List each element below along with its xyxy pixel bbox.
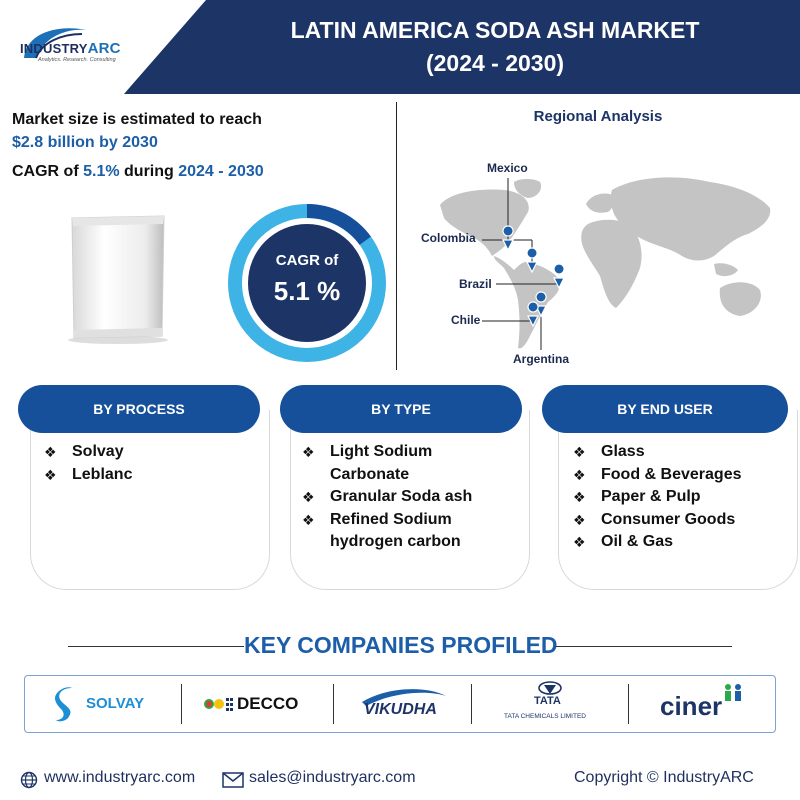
tata-chemicals-wordmark: TATA CHEMICALS LIMITED bbox=[504, 713, 586, 720]
pill-by-type: BY TYPE bbox=[280, 385, 522, 433]
country-label-brazil: Brazil bbox=[459, 277, 492, 291]
market-size-value: $2.8 billion by 2030 bbox=[12, 134, 158, 151]
country-label-colombia: Colombia bbox=[421, 231, 476, 245]
map-pin-icon bbox=[527, 301, 539, 328]
south-america-shape bbox=[494, 256, 561, 349]
list-item: Paper & Pulp bbox=[571, 486, 781, 509]
page-title: LATIN AMERICA SODA ASH MARKET (2024 - 20… bbox=[190, 14, 800, 80]
north-america-shape bbox=[440, 189, 529, 256]
vikudha-swoosh-icon bbox=[362, 689, 446, 706]
southeast-asia-shape bbox=[714, 263, 738, 277]
tata-emblem-icon bbox=[538, 681, 562, 695]
donut-highlight-arc bbox=[228, 204, 386, 362]
list-item: Light Sodium Carbonate bbox=[300, 441, 490, 486]
regional-analysis-title: Regional Analysis bbox=[533, 108, 663, 125]
logo-separator bbox=[181, 684, 182, 724]
industryarc-logo: INDUSTRYARC Analytics. Research. Consult… bbox=[16, 22, 136, 72]
key-companies-title: KEY COMPANIES PROFILED bbox=[244, 632, 558, 658]
tata-chemicals-logo: TATA TATA CHEMICALS LIMITED bbox=[500, 681, 600, 725]
solvay-s-icon bbox=[55, 687, 72, 722]
tata-wordmark: TATA bbox=[534, 695, 561, 707]
greenland-shape bbox=[514, 179, 542, 198]
australia-shape bbox=[719, 282, 761, 316]
ciner-people-icon bbox=[725, 684, 741, 701]
list-item: Glass bbox=[571, 441, 781, 464]
soda-ash-bag-image bbox=[68, 215, 168, 344]
map-pin-icon bbox=[502, 225, 514, 252]
list-item: Food & Beverages bbox=[571, 464, 781, 487]
country-label-mexico: Mexico bbox=[487, 161, 528, 175]
ciner-logo: ciner bbox=[658, 683, 750, 727]
map-pin-icon bbox=[553, 263, 565, 290]
list-by-type: Light Sodium Carbonate Granular Soda ash… bbox=[300, 441, 490, 554]
pill-by-process: BY PROCESS bbox=[18, 385, 260, 433]
map-pin-icon bbox=[526, 247, 538, 274]
asia-shape bbox=[610, 177, 771, 261]
vikudha-logo: VIKUDHA bbox=[358, 684, 450, 724]
list-item: Refined Sodium hydrogen carbon bbox=[300, 509, 490, 554]
page-title-line1: LATIN AMERICA SODA ASH MARKET bbox=[290, 17, 700, 43]
donut-center bbox=[248, 224, 366, 342]
cagr-text: CAGR of 5.1% during 2024 - 2030 bbox=[12, 163, 264, 180]
list-item: Oil & Gas bbox=[571, 531, 781, 554]
donut-label: CAGR of bbox=[275, 252, 339, 269]
card-by-type bbox=[290, 410, 530, 590]
pill-by-end-user: BY END USER bbox=[542, 385, 788, 433]
list-by-end-user: Glass Food & Beverages Paper & Pulp Cons… bbox=[571, 441, 781, 554]
divider-line bbox=[556, 646, 732, 647]
footer-website-link[interactable]: www.industryarc.com bbox=[44, 769, 196, 786]
footer-email-link[interactable]: sales@industryarc.com bbox=[249, 769, 416, 786]
company-logo-strip bbox=[24, 675, 776, 733]
country-label-argentina: Argentina bbox=[513, 352, 570, 366]
logo-separator bbox=[628, 684, 629, 724]
header-band bbox=[124, 0, 800, 94]
logo-wordmark: INDUSTRYARC bbox=[20, 40, 121, 57]
footer-copyright: Copyright © IndustryARC bbox=[574, 769, 754, 786]
page-title-line2: (2024 - 2030) bbox=[425, 50, 565, 76]
list-item: Leblanc bbox=[42, 464, 252, 487]
market-size-text: Market size is estimated to reach bbox=[12, 111, 262, 128]
map-pin-icon bbox=[535, 291, 547, 318]
cagr-donut bbox=[228, 204, 386, 362]
vikudha-wordmark: VIKUDHA bbox=[364, 701, 437, 718]
mail-icon bbox=[222, 772, 244, 788]
solvay-logo: SOLVAY bbox=[52, 684, 172, 724]
logo-swoosh-icon bbox=[24, 28, 86, 59]
country-label-chile: Chile bbox=[451, 313, 481, 327]
decco-wordmark: DECCO bbox=[237, 694, 299, 713]
list-item: Granular Soda ash bbox=[300, 486, 490, 509]
africa-shape bbox=[581, 219, 642, 308]
list-item: Consumer Goods bbox=[571, 509, 781, 532]
europe-shape bbox=[586, 193, 614, 213]
ciner-wordmark: ciner bbox=[660, 691, 723, 721]
logo-tagline: Analytics. Research. Consulting bbox=[38, 57, 116, 63]
donut-value: 5.1 % bbox=[273, 276, 341, 306]
card-by-end-user bbox=[558, 410, 798, 590]
list-by-process: Solvay Leblanc bbox=[42, 441, 252, 486]
list-item: Solvay bbox=[42, 441, 252, 464]
solvay-wordmark: SOLVAY bbox=[86, 695, 145, 712]
divider-line bbox=[68, 646, 244, 647]
globe-icon bbox=[20, 771, 38, 789]
world-map bbox=[440, 177, 771, 350]
decco-dots-icon bbox=[204, 698, 233, 711]
decco-logo: DECCO bbox=[204, 690, 314, 718]
vertical-divider bbox=[396, 102, 397, 370]
card-by-process bbox=[30, 410, 270, 590]
logo-separator bbox=[471, 684, 472, 724]
logo-separator bbox=[333, 684, 334, 724]
